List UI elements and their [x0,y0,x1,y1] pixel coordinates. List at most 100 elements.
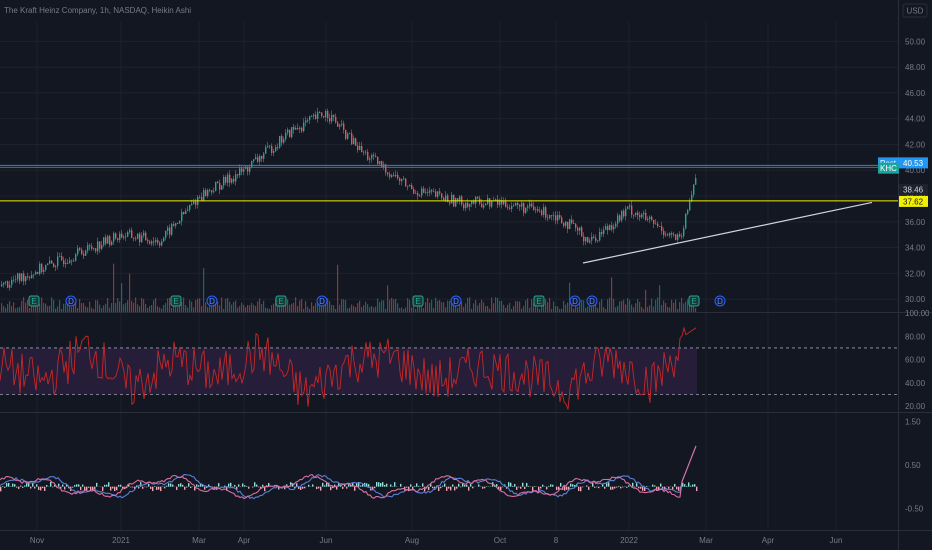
volume-bar [507,304,509,312]
candle-body [41,263,43,272]
volume-bar [309,308,311,312]
price-tick-label: 50.00 [905,37,926,46]
osc-histogram-bar [622,486,624,488]
volume-bar [649,305,651,312]
oscillator-panel[interactable] [0,445,698,500]
volume-bar [441,302,443,312]
volume-bar [275,299,277,312]
volume-bar [61,308,63,312]
volume-bar [103,305,105,312]
candle-body [481,203,483,208]
earnings-marker [170,295,182,307]
volume-bar [159,307,161,312]
volume-bar [89,301,91,312]
volume-bar [113,263,115,312]
volume-bar [559,308,561,312]
volume-bar [525,300,527,312]
volume-bar [651,298,653,312]
volume-bar [203,268,205,312]
volume-bar [93,308,95,312]
volume-bar [37,303,39,312]
price-panel[interactable]: E D E D E D E D E D E DD [0,107,898,312]
osc-histogram-bar [690,485,692,487]
event-marker-label: D [572,297,578,306]
volume-bar [379,302,381,312]
volume-bar [573,308,575,312]
volume-bar [139,306,141,312]
candle-body [249,167,251,172]
volume-bar [325,302,327,312]
volume-bar [695,307,697,312]
candle-body [569,219,571,229]
osc-histogram-bar [152,486,154,492]
chart-title: The Kraft Heinz Company, 1h, NASDAQ, Hei… [4,6,191,15]
candle-body [689,201,691,211]
volume-bar [491,297,493,312]
osc-histogram-bar [260,486,262,489]
candle-body [79,248,81,250]
candle-body [87,245,89,251]
osc-histogram-bar [394,482,396,487]
osc-histogram-bar [300,486,302,490]
candle-body [593,236,595,238]
osc-histogram-bar [44,486,46,491]
candle-body [245,166,247,170]
event-marker-label: E [278,297,283,306]
osc-histogram-bar [518,486,520,488]
osc-histogram-bar [586,485,588,487]
candle-body [503,200,505,205]
x-tick-label: Aug [405,536,419,545]
candle-body [543,207,545,215]
candle-body [17,273,19,280]
event-marker: E [412,295,424,307]
candle-body [235,174,237,182]
osc-histogram-bar [428,486,430,490]
volume-bar [449,300,451,312]
candle-body [155,240,157,242]
candle-body [643,212,645,215]
candle-body [373,154,375,156]
osc-histogram-bar [62,484,64,487]
volume-bar [19,306,21,312]
osc-histogram-bar [374,486,376,489]
osc-histogram-bar [34,486,36,489]
volume-bar [487,305,489,312]
osc-histogram-bar [234,484,236,487]
candle-body [137,233,139,239]
osc-histogram-bar [28,483,30,487]
earnings-marker [533,295,545,307]
candle-body [251,161,253,168]
volume-bar [231,304,233,312]
volume-bar [415,308,417,312]
dividend-marker [206,295,218,307]
candle-body [305,120,307,123]
candle-body [147,240,149,242]
volume-bar [319,305,321,312]
price-tag: KHC [878,162,899,174]
osc-histogram-bar [684,484,686,487]
osc-histogram-bar [156,486,158,490]
candle-body [55,266,57,267]
x-tick-label: Nov [30,536,44,545]
osc-histogram-bar [38,486,40,490]
osc-histogram-bar [460,486,462,488]
currency-button[interactable]: USD [902,3,928,18]
volume-bar [299,300,301,312]
osc-histogram-bar [102,486,104,491]
osc-histogram-bar [182,484,184,487]
volume-bar [569,282,571,312]
candle-body [451,194,453,204]
volume-bar [667,306,669,312]
volume-bar [551,308,553,312]
osc-histogram-bar [606,482,608,487]
volume-bar [627,298,629,312]
volume-bar [229,301,231,312]
rsi-panel[interactable] [0,326,898,410]
osc-histogram-bar [438,486,440,491]
osc-histogram-bar [594,486,596,488]
osc-histogram-bar [90,486,92,491]
candle-body [191,203,193,205]
event-marker: D [569,295,581,307]
